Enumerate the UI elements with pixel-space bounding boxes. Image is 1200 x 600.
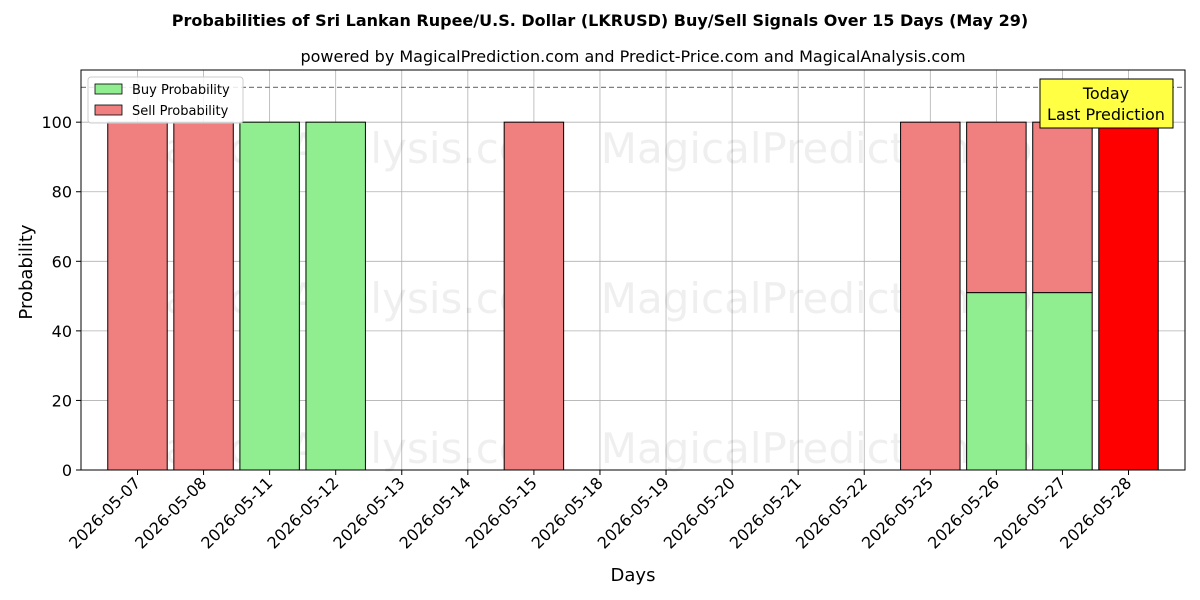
legend-label-buy: Buy Probability <box>132 83 230 98</box>
bar-buy-2026-05-26 <box>966 292 1027 471</box>
plot-frame <box>80 69 1186 471</box>
y-axis-label: Probability <box>16 224 37 319</box>
bars <box>107 121 1159 471</box>
chart-title: Probabilities of Sri Lankan Rupee/U.S. D… <box>172 11 1028 30</box>
y-tick-label: 60 <box>52 252 72 271</box>
legend-swatch-sell <box>94 104 123 116</box>
legend-box <box>87 76 244 124</box>
today-annotation: Today Last Prediction <box>1039 78 1174 129</box>
bar-sell-2026-05-27 <box>1032 121 1093 294</box>
legend-swatch-buy <box>94 83 123 95</box>
y-tick-label: 100 <box>41 113 72 132</box>
bar-sell-2026-05-08 <box>173 121 234 471</box>
bar-sell-2026-05-25 <box>900 121 961 471</box>
y-tick-label: 0 <box>62 461 72 480</box>
x-axis-label: Days <box>611 565 656 586</box>
chart-subtitle: powered by MagicalPrediction.com and Pre… <box>300 47 965 66</box>
bar-sell-2026-05-15 <box>503 121 565 471</box>
bar-sell-2026-05-07 <box>107 121 168 471</box>
y-tick-label: 40 <box>52 322 72 341</box>
annotation-box <box>1039 78 1174 129</box>
bar-sell-2026-05-26 <box>966 121 1027 294</box>
bar-buy-2026-05-27 <box>1032 292 1093 471</box>
bar-buy-2026-05-11 <box>239 121 300 471</box>
legend-label-sell: Sell Probability <box>132 104 229 119</box>
y-tick-label: 80 <box>52 183 72 202</box>
bar-buy-2026-05-12 <box>305 121 366 471</box>
x-tick-label: 2026-05-28 <box>1056 473 1135 552</box>
annotation-last-prediction-label: Last Prediction <box>1047 105 1165 124</box>
annotation-today-label: Today <box>1082 84 1129 103</box>
legend: Buy Probability Sell Probability <box>87 76 244 124</box>
bar-sell-2026-05-28 <box>1098 121 1159 471</box>
y-tick-label: 20 <box>52 391 72 410</box>
